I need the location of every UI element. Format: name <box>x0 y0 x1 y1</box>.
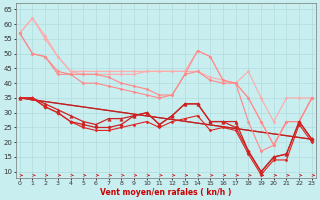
X-axis label: Vent moyen/en rafales ( kn/h ): Vent moyen/en rafales ( kn/h ) <box>100 188 231 197</box>
